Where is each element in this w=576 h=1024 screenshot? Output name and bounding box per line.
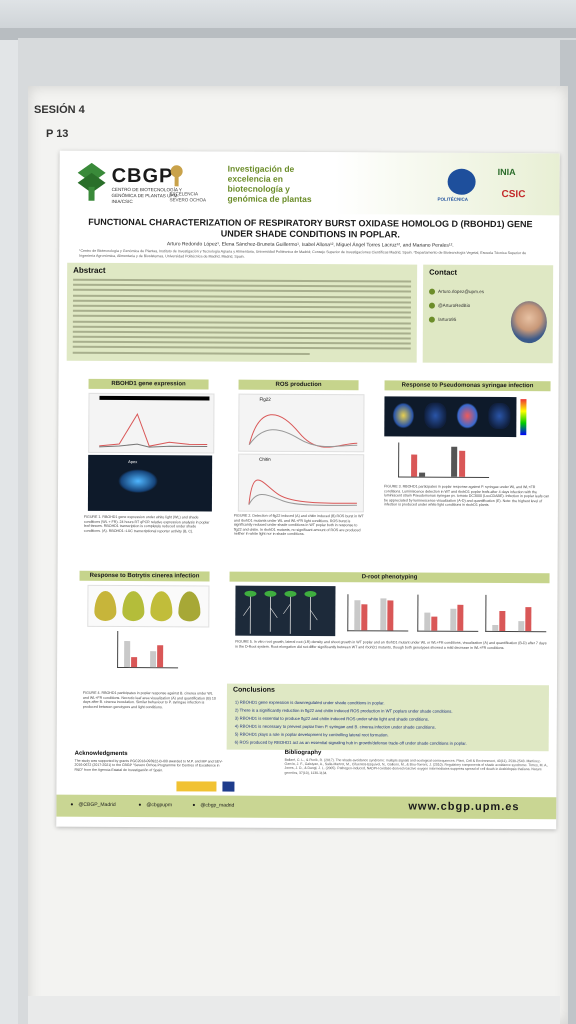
email-icon [429,288,436,295]
linkedin-icon [428,316,435,323]
ros-section-heading: ROS production [238,379,359,391]
bot-bar-2 [131,657,138,668]
footer-facebook: @cbgpupm [146,802,173,809]
droot-chart-b [347,594,409,632]
affiliations: ¹Centro de Biotecnología y Genómica de P… [79,248,527,259]
bot-bar-4 [157,645,164,668]
figure-2-caption: FIGURE 2. Detection of flg22 induced (A)… [233,513,364,537]
rbohd1-section-heading: RBOHD1 gene expression [88,378,209,390]
apex-label: Apex [128,459,138,465]
left-post [0,40,18,1024]
droot-section-heading: D-root phenotyping [229,571,550,584]
footer-twitter-icon: ● [70,801,74,808]
ros-chitin-plot [248,479,357,506]
conclusion-item: 2) There is a significantly reduction in… [234,707,453,714]
conclusion-item: 4) RBOHD1 is necessary to prevent poplar… [234,723,436,730]
droot-chart-d [485,594,547,633]
droot-plant-image [235,585,336,637]
contact-linkedin-row: /arturo95 [428,316,457,323]
eu-flag-icon [222,781,235,792]
contact-twitter-row: @ArturoRedBio [428,302,471,309]
inia-logo: INIA [497,166,516,178]
cbgp-name: CBGP [111,164,174,188]
figure-3-caption: FIGURE 3. RBOHD1 participates in poplar … [383,484,550,508]
contact-box: Contact Arturo.rlopez@upm.es @ArturoRedB… [422,264,554,364]
acknowledgments-heading: Acknowledgments [74,750,128,758]
twitter-icon [428,302,435,309]
contact-heading: Contact [429,267,458,277]
funding-logo-icon [176,781,217,792]
luc-reporter-image: Apex [87,454,213,512]
bot-bar-1 [124,641,131,668]
contact-linkedin: /arturo95 [437,316,457,322]
author-photo [510,301,547,344]
bar-wt-wl [411,454,418,477]
contact-email-row: Arturo.rlopez@upm.es [429,288,485,295]
conclusion-item: 1) RBOHD1 gene expression is downregulat… [234,699,385,706]
bibliography-heading: Bibliography [284,749,322,757]
bot-bar-3 [150,651,157,668]
footer-twitter: @CBGP_Madrid [78,801,116,808]
ros-flg22-chart: Flg22 [238,393,365,453]
ros-chitin-chart: Chitin [237,453,365,513]
conclusion-item: 5) RBOHD1 plays a role in poplar develop… [234,731,389,738]
footer-instagram-icon: ● [192,802,196,809]
footer-website: www.cbgp.upm.es [408,800,520,814]
poster-header: CBGP CENTRO DE BIOTECNOLOGÍA Y GENÓMICA … [59,150,560,216]
severo-ochoa-logo-icon [170,165,183,187]
footer-facebook-icon: ● [138,802,142,809]
conclusion-item: 3) RBOHD1 is essential to produce flg22 … [234,715,429,722]
csic-logo: CSIC [501,189,526,201]
authors: Arturo Redondo López¹, Elena Sánchez-Bru… [166,241,454,249]
droot-chart-c [417,594,479,632]
poster-footer: ● @CBGP_Madrid ● @cbgpupm ● @cbgp_madrid… [56,794,557,820]
board-bottom [28,996,560,1024]
figure-4-caption: FIGURE 4. RBOHD1 participates in poplar … [82,690,216,710]
conclusion-item: 6) ROS produced by RBOHD1 act as an esse… [234,739,467,746]
footer-instagram: @cbgp_madrid [200,802,235,809]
expression-line-plot [99,412,208,448]
upm-logo-icon [447,168,476,195]
bibliography-text: Ballaré, C. L., & Pierik, R. (2017). The… [284,757,549,775]
bar-mut-wl [419,472,426,477]
bar-mut-fr [459,450,466,477]
rbohd1-expression-chart [88,392,215,454]
cbgp-logo-icon [77,162,106,201]
pseudomonas-luminescence-image [384,396,517,438]
research-tagline: Investigación de excelencia en biotecnol… [227,163,312,205]
conclusions-heading: Conclusions [232,686,275,694]
contact-email: Arturo.rlopez@upm.es [438,288,485,295]
abstract-heading: Abstract [73,265,106,275]
title-line-1: FUNCTIONAL CHARACTERIZATION OF RESPIRATO… [88,216,533,230]
botrytis-bar-chart [117,631,179,669]
ros-flg22-plot [248,414,358,448]
poster-number: P 13 [46,128,69,140]
pseudomonas-bar-chart [398,442,490,478]
poster: CBGP CENTRO DE BIOTECNOLOGÍA Y GENÓMICA … [56,150,560,830]
figure-1-caption: FIGURE 1. RBOHD1 gene expression under w… [83,514,210,534]
severo-ochoa-label: EXCELENCIA SEVERO OCHOA [169,191,207,202]
pseudomonas-section-heading: Response to Pseudomonas syringae infecti… [384,380,551,392]
upm-label: POLITÉCNICA [437,196,469,202]
conclusions-box: Conclusions 1) RBOHD1 gene expression is… [226,683,549,752]
bar-wt-fr [451,446,458,477]
session-label: SESIÓN 4 [34,104,85,116]
luminescence-scale [520,399,527,436]
poster-title: FUNCTIONAL CHARACTERIZATION OF RESPIRATO… [75,217,545,241]
title-line-2: UNDER SHADE CONDITIONS IN POPLAR. [220,228,400,240]
acknowledgments-text: The study was supported by grants PGC201… [74,758,223,773]
contact-twitter: @ArturoRedBio [437,302,471,309]
figure-5-caption: FIGURE 5. In vitro root growth, lateral … [235,639,547,650]
abstract-text-lines [72,278,412,359]
botrytis-leaf-images [87,584,210,628]
abstract-box: Abstract [66,262,418,363]
botrytis-section-heading: Response to Botrytis cinerea infection [79,570,210,582]
